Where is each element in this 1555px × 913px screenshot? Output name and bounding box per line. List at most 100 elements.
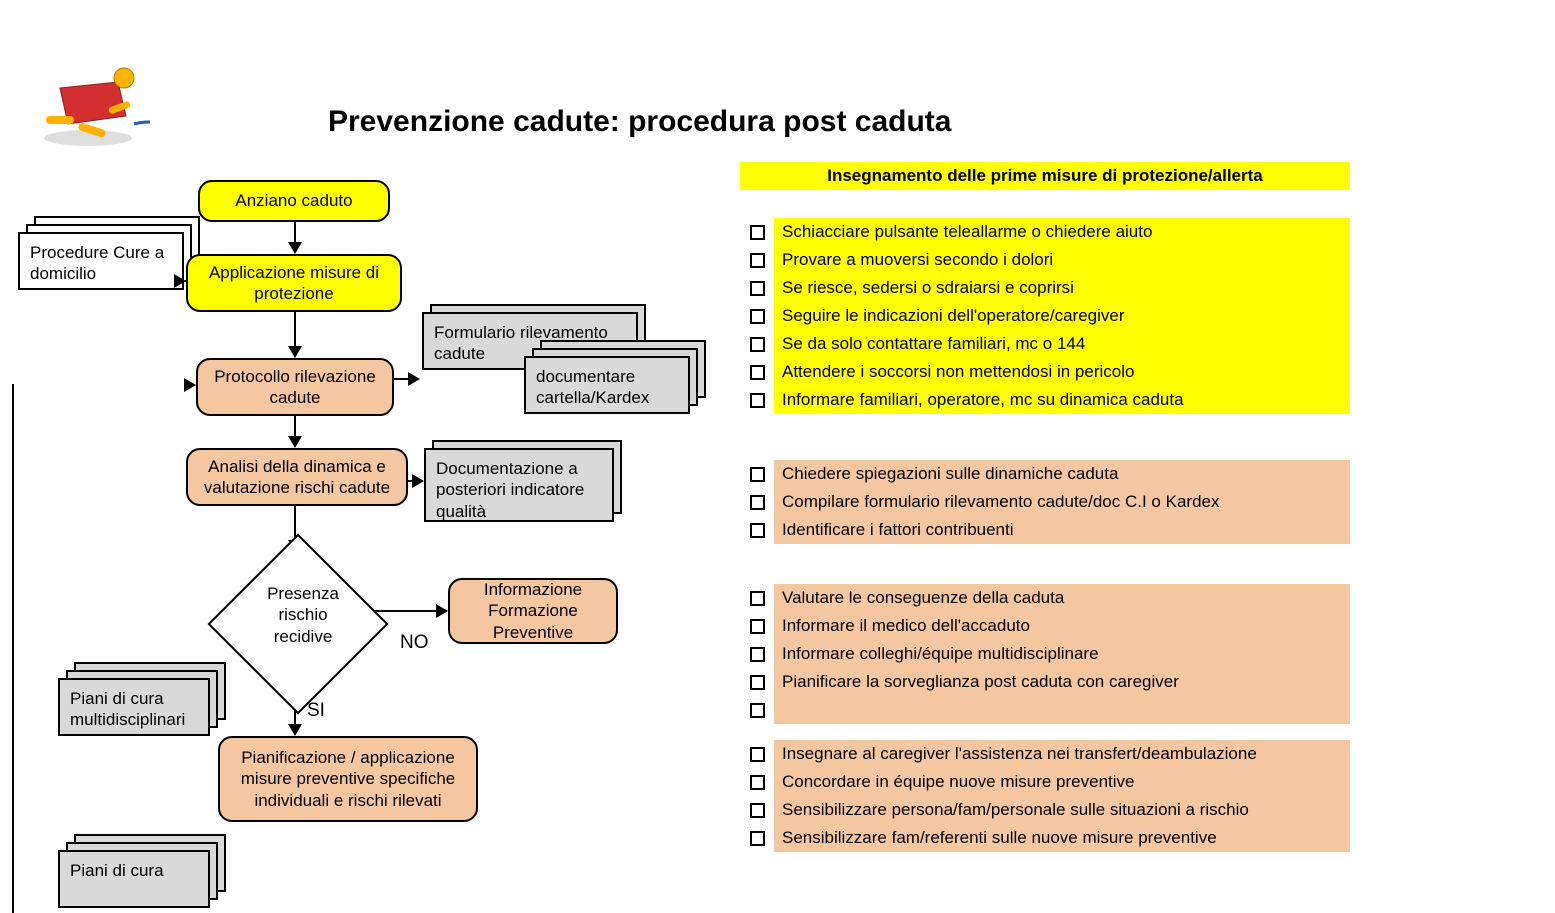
checkbox-icon [750,393,765,408]
edge [294,312,296,348]
decision-label: Presenza rischio recidive [253,583,353,647]
checklist-label: Seguire le indicazioni dell'operatore/ca… [774,302,1350,330]
doc-label: Documentazione a posteriori indicatore q… [424,448,614,522]
feedback-line [12,384,14,913]
checkbox-icon [750,467,765,482]
doc-doc1: Procedure Cure a domicilio [18,232,184,290]
checklist-row: Attendere i soccorsi non mettendosi in p… [740,358,1350,386]
checklist-label: Valutare le conseguenze della caduta [774,584,1350,612]
checklist-section-0: Schiacciare pulsante teleallarme o chied… [740,218,1350,414]
checkbox-icon [750,803,765,818]
doc-label: Piani di cura [58,850,210,908]
checklist-section-3: Insegnare al caregiver l'assistenza nei … [740,740,1350,852]
checkbox-icon [750,225,765,240]
checkbox-icon [750,337,765,352]
checkbox-cell [740,302,774,330]
checklist-label: Concordare in équipe nuove misure preven… [774,768,1350,796]
edge-label-yes: SI [307,700,325,722]
flow-node-n5: Informazione Formazione Preventive [448,578,618,644]
checklist-label: Insegnare al caregiver l'assistenza nei … [774,740,1350,768]
checkbox-cell [740,460,774,488]
checkbox-icon [750,619,765,634]
checkbox-icon [750,703,765,718]
checklist-label: Sensibilizzare persona/fam/personale sul… [774,796,1350,824]
doc-label: Piani di cura multidisciplinari [58,678,210,736]
checkbox-icon [750,591,765,606]
flow-node-n4: Analisi della dinamica e valutazione ris… [186,448,408,506]
arrowhead [288,346,302,358]
checklist-section-1: Chiedere spiegazioni sulle dinamiche cad… [740,460,1350,544]
checkbox-cell [740,218,774,246]
checklist-row: Informare colleghi/équipe multidisciplin… [740,640,1350,668]
checklist-row: Valutare le conseguenze della caduta [740,584,1350,612]
flow-node-n1: Anziano caduto [198,180,390,222]
edge [294,416,296,438]
checkbox-cell [740,796,774,824]
checkbox-cell [740,516,774,544]
checklist-row: Pianificare la sorveglianza post caduta … [740,668,1350,696]
checkbox-icon [750,495,765,510]
arrowhead [288,436,302,448]
fallen-person-logo [30,60,150,150]
checklist-section-2: Valutare le conseguenze della cadutaInfo… [740,584,1350,724]
doc-label: Procedure Cure a domicilio [18,232,184,290]
checklist-label: Identificare i fattori contribuenti [774,516,1350,544]
checkbox-cell [740,246,774,274]
arrowhead [408,372,420,386]
checkbox-icon [750,675,765,690]
checkbox-icon [750,523,765,538]
flow-node-n3: Protocollo rilevazione cadute [196,358,394,416]
edge [294,222,296,244]
checkbox-cell [740,488,774,516]
checkbox-cell [740,612,774,640]
checkbox-cell [740,330,774,358]
checkbox-cell [740,768,774,796]
checklist-row: Insegnare al caregiver l'assistenza nei … [740,740,1350,768]
checklist-row: Se riesce, sedersi o sdraiarsi e coprirs… [740,274,1350,302]
checklist-row: Sensibilizzare fam/referenti sulle nuove… [740,824,1350,852]
checkbox-icon [750,775,765,790]
arrowhead [288,724,302,736]
doc-label: documentare cartella/Kardex [524,356,690,414]
checklist-label: Attendere i soccorsi non mettendosi in p… [774,358,1350,386]
checkbox-icon [750,281,765,296]
checkbox-icon [750,647,765,662]
arrowhead [184,378,196,392]
checklist-row: Compilare formulario rilevamento cadute/… [740,488,1350,516]
checklist-label: Pianificare la sorveglianza post caduta … [774,668,1350,696]
checklist-label: Se riesce, sedersi o sdraiarsi e coprirs… [774,274,1350,302]
checkbox-icon [750,309,765,324]
checklist-label: Provare a muoversi secondo i dolori [774,246,1350,274]
checklist-row: Provare a muoversi secondo i dolori [740,246,1350,274]
arrowhead [412,474,424,488]
arrowhead [174,274,186,288]
checklist-row: Concordare in équipe nuove misure preven… [740,768,1350,796]
checkbox-cell [740,668,774,696]
arrowhead [288,242,302,254]
checkbox-cell [740,386,774,414]
checkbox-cell [740,824,774,852]
checkbox-icon [750,253,765,268]
checklist-label: Informare colleghi/équipe multidisciplin… [774,640,1350,668]
checklist-row: Seguire le indicazioni dell'operatore/ca… [740,302,1350,330]
arrowhead [436,604,448,618]
checkbox-cell [740,740,774,768]
checkbox-icon [750,747,765,762]
checklist-row [740,696,1350,724]
doc-doc3: documentare cartella/Kardex [524,356,690,414]
checklist-label: Informare il medico dell'accaduto [774,612,1350,640]
checkbox-cell [740,584,774,612]
flow-node-n6: Pianificazione / applicazione misure pre… [218,736,478,822]
checkbox-cell [740,640,774,668]
checklist-label [774,696,1350,724]
checklist-row: Identificare i fattori contribuenti [740,516,1350,544]
checklist-label: Informare familiari, operatore, mc su di… [774,386,1350,414]
checklist-label: Chiedere spiegazioni sulle dinamiche cad… [774,460,1350,488]
checklist-label: Schiacciare pulsante teleallarme o chied… [774,218,1350,246]
checklist-row: Chiedere spiegazioni sulle dinamiche cad… [740,460,1350,488]
checklist-row: Sensibilizzare persona/fam/personale sul… [740,796,1350,824]
checklist-label: Sensibilizzare fam/referenti sulle nuove… [774,824,1350,852]
checklist-row: Informare il medico dell'accaduto [740,612,1350,640]
checklist-row: Schiacciare pulsante teleallarme o chied… [740,218,1350,246]
checkbox-cell [740,274,774,302]
